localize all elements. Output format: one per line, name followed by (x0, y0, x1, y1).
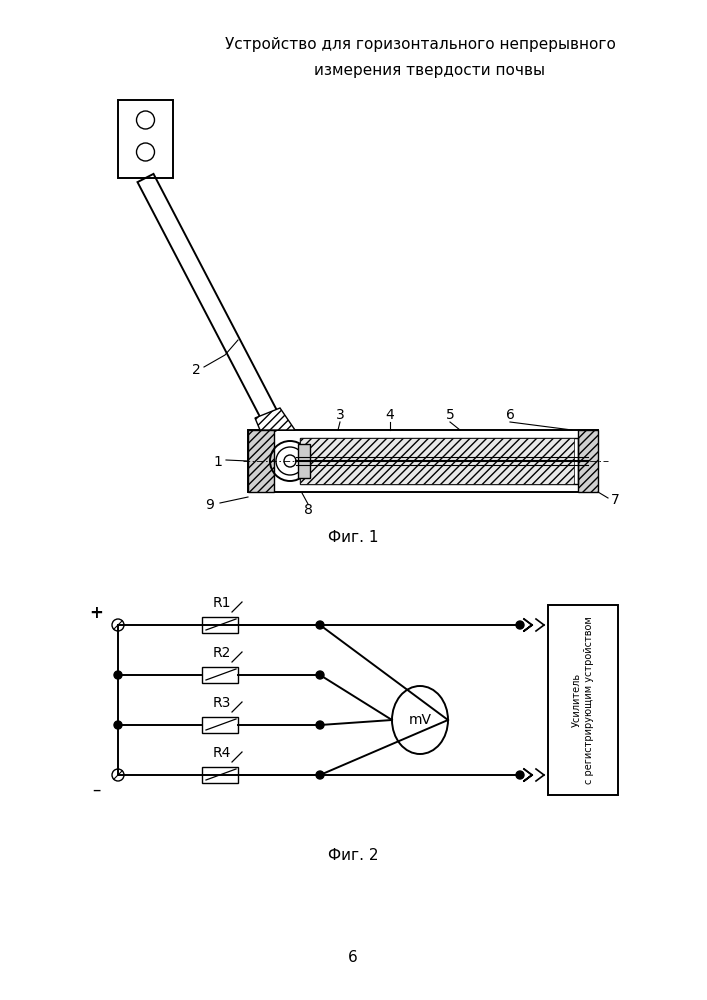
Polygon shape (578, 430, 598, 492)
Circle shape (516, 621, 524, 629)
Text: 1: 1 (214, 455, 223, 469)
Text: Устройство для горизонтального непрерывного: Устройство для горизонтального непрерывн… (225, 37, 615, 52)
Text: 6: 6 (506, 408, 515, 422)
Polygon shape (255, 408, 295, 430)
Circle shape (516, 771, 524, 779)
Text: 6: 6 (348, 950, 358, 966)
Polygon shape (298, 444, 310, 478)
Circle shape (114, 721, 122, 729)
Text: 9: 9 (206, 498, 214, 512)
Circle shape (316, 621, 324, 629)
Text: R3: R3 (213, 696, 231, 710)
Text: 8: 8 (303, 503, 312, 517)
Text: измерения твердости почвы: измерения твердости почвы (315, 62, 546, 78)
Text: R2: R2 (213, 646, 231, 660)
Text: 5: 5 (445, 408, 455, 422)
Circle shape (316, 671, 324, 679)
Text: Усилитель
с регистрирующим устройством: Усилитель с регистрирующим устройством (572, 616, 594, 784)
Text: R1: R1 (213, 596, 231, 610)
Text: mV: mV (409, 713, 431, 727)
Polygon shape (300, 438, 574, 484)
Text: 7: 7 (611, 493, 619, 507)
Text: Фиг. 2: Фиг. 2 (328, 848, 378, 862)
Text: –: – (92, 781, 100, 799)
Text: Фиг. 1: Фиг. 1 (328, 530, 378, 546)
Polygon shape (248, 430, 274, 492)
Text: 2: 2 (192, 363, 200, 377)
Text: 4: 4 (385, 408, 395, 422)
Text: R4: R4 (213, 746, 231, 760)
Text: +: + (89, 604, 103, 622)
Text: 3: 3 (336, 408, 344, 422)
Circle shape (316, 771, 324, 779)
Circle shape (114, 671, 122, 679)
Circle shape (316, 721, 324, 729)
